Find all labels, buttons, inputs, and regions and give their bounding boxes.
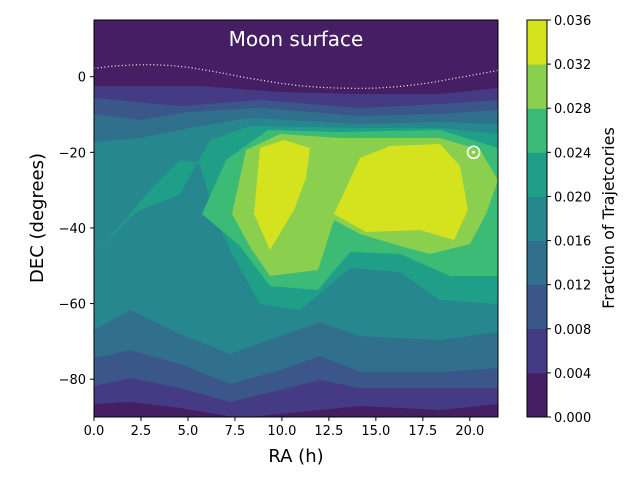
colorbar-segment xyxy=(527,20,547,65)
colorbar-segment xyxy=(527,240,547,286)
colorbar-segment xyxy=(527,284,547,330)
chart-title: Moon surface xyxy=(229,27,364,51)
colorbar-segment xyxy=(527,108,547,153)
y-tick-label: 0 xyxy=(78,71,86,86)
colorbar-tick-label: 0.016 xyxy=(554,235,591,250)
y-tick-label: −40 xyxy=(59,222,86,237)
colorbar-tick-label: 0.004 xyxy=(554,367,591,382)
x-tick-label: 20.0 xyxy=(455,424,484,439)
y-tick-label: −80 xyxy=(59,373,86,388)
colorbar xyxy=(527,20,547,418)
colorbar-label: Fraction of Trajetcories xyxy=(599,127,618,309)
y-tick-label: −20 xyxy=(59,146,86,161)
colorbar-ticks: 0.000 0.004 0.008 0.012 0.016 0.020 0.024 0.028… xyxy=(547,14,591,426)
x-tick-label: 0.0 xyxy=(84,424,105,439)
contour-band-8a xyxy=(254,140,310,250)
colorbar-segment xyxy=(527,328,547,374)
x-tick-label: 15.0 xyxy=(361,424,390,439)
y-tick-label: −60 xyxy=(59,298,86,313)
colorbar-segment xyxy=(527,196,547,242)
colorbar-tick-label: 0.036 xyxy=(554,14,591,29)
colorbar-tick-label: 0.032 xyxy=(554,58,591,73)
x-axis-label: RA (h) xyxy=(268,446,323,467)
colorbar-tick-label: 0.012 xyxy=(554,279,591,294)
x-tick-label: 17.5 xyxy=(408,424,437,439)
colorbar-segment xyxy=(527,372,547,418)
x-axis-ticks: 0.0 2.5 5.0 7.5 10.0 12.5 15.0 17.5 20.0 xyxy=(84,417,484,439)
colorbar-tick-label: 0.024 xyxy=(554,146,591,161)
ecliptic-dotted-line xyxy=(94,63,498,90)
y-axis-label: DEC (degrees) xyxy=(27,153,48,283)
colorbar-segment xyxy=(527,152,547,197)
y-axis-ticks: 0 −20 −40 −60 −80 xyxy=(59,71,94,388)
x-tick-label: 7.5 xyxy=(225,424,246,439)
contour-band-8b xyxy=(334,144,468,240)
x-tick-label: 10.0 xyxy=(267,424,296,439)
x-tick-label: 12.5 xyxy=(314,424,343,439)
x-tick-label: 5.0 xyxy=(178,424,199,439)
colorbar-tick-label: 0.028 xyxy=(554,102,591,117)
plot-frame xyxy=(93,19,499,418)
plot-area xyxy=(94,20,498,417)
colorbar-tick-label: 0.020 xyxy=(554,190,591,205)
x-tick-label: 2.5 xyxy=(131,424,152,439)
sun-symbol-icon xyxy=(466,145,481,160)
colorbar-frame xyxy=(526,19,548,418)
colorbar-tick-label: 0.000 xyxy=(554,411,591,426)
colorbar-segment xyxy=(527,64,547,109)
colorbar-tick-label: 0.008 xyxy=(554,323,591,338)
